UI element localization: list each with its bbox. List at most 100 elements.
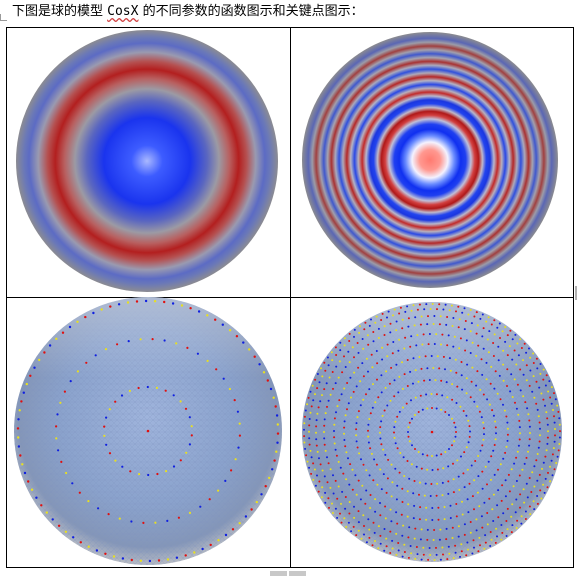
- keypoint-marker: [231, 528, 235, 531]
- keypoint-marker: [427, 343, 430, 346]
- keypoint-marker: [377, 396, 380, 399]
- keypoint-marker: [550, 386, 553, 389]
- keypoint-marker: [221, 323, 224, 326]
- keypoint-marker: [546, 436, 549, 439]
- keypoint-marker: [429, 308, 432, 310]
- keypoint-marker: [446, 396, 449, 399]
- keypoint-marker: [407, 556, 410, 559]
- keypoint-marker: [303, 415, 306, 418]
- keypoint-marker: [375, 350, 378, 352]
- keypoint-marker: [557, 449, 560, 452]
- keypoint-marker: [415, 344, 418, 347]
- keypoint-marker: [504, 479, 507, 482]
- keypoint-marker: [379, 534, 382, 537]
- keypoint-marker: [153, 300, 157, 303]
- keypoint-marker: [303, 435, 306, 438]
- keypoint-marker: [357, 510, 360, 513]
- keypoint-marker: [381, 414, 384, 417]
- keypoint-marker: [411, 444, 413, 447]
- keypoint-marker: [118, 517, 121, 520]
- keypoint-marker: [486, 523, 489, 526]
- keypoint-marker: [504, 326, 507, 328]
- keypoint-marker: [502, 379, 505, 382]
- keypoint-marker: [510, 531, 513, 534]
- keypoint-marker: [303, 422, 306, 425]
- keypoint-marker: [465, 392, 468, 395]
- keypoint-marker: [351, 468, 354, 471]
- keypoint-marker: [433, 343, 436, 345]
- keypoint-marker: [386, 404, 389, 407]
- keypoint-marker: [554, 398, 557, 401]
- keypoint-marker: [425, 303, 428, 306]
- keypoint-marker: [383, 528, 386, 530]
- keypoint-marker: [356, 446, 359, 449]
- keypoint-marker: [368, 418, 371, 420]
- keypoint-marker: [460, 550, 463, 553]
- keypoint-marker: [416, 553, 419, 556]
- keypoint-marker: [532, 500, 535, 503]
- keypoint-marker: [451, 417, 453, 420]
- figure-table: [6, 27, 574, 568]
- keypoint-marker: [415, 546, 418, 548]
- keypoint-marker: [509, 329, 512, 332]
- keypoint-marker: [264, 485, 267, 488]
- keypoint-marker: [553, 440, 556, 443]
- keypoint-marker: [68, 325, 72, 329]
- keypoint-marker: [405, 402, 408, 405]
- keypoint-marker: [355, 434, 358, 437]
- keypoint-marker: [395, 329, 398, 332]
- keypoint-marker: [35, 496, 38, 499]
- keypoint-marker: [379, 468, 382, 471]
- keypoint-marker: [359, 380, 362, 383]
- paragraph-corner-mark: [0, 14, 7, 21]
- keypoint-marker: [334, 479, 337, 482]
- keypoint-marker: [368, 528, 371, 531]
- keypoint-marker: [413, 480, 416, 482]
- keypoint-marker: [338, 399, 341, 402]
- keypoint-marker: [382, 473, 385, 476]
- keypoint-marker: [376, 362, 379, 365]
- keypoint-marker: [359, 325, 361, 328]
- keypoint-marker: [85, 361, 88, 364]
- keypoint-marker: [333, 417, 336, 420]
- keypoint-marker: [485, 320, 488, 323]
- keypoint-marker: [397, 542, 400, 544]
- keypoint-marker: [553, 421, 556, 424]
- keypoint-marker: [551, 474, 554, 477]
- keypoint-marker: [315, 438, 318, 441]
- keypoint-marker: [425, 393, 428, 396]
- keypoint-marker: [498, 374, 501, 377]
- keypoint-marker: [524, 510, 527, 513]
- keypoint-marker: [401, 318, 404, 321]
- keypoint-marker: [413, 537, 416, 540]
- keypoint-marker: [157, 559, 161, 562]
- keypoint-marker: [379, 437, 382, 440]
- keypoint-marker: [404, 336, 407, 339]
- keypoint-marker: [314, 484, 317, 487]
- keypoint-marker: [403, 373, 406, 376]
- keypoint-marker: [401, 501, 404, 503]
- keypoint-marker: [546, 442, 549, 445]
- keypoint-marker: [482, 427, 485, 430]
- keypoint-marker: [363, 533, 365, 536]
- keypoint-marker: [310, 405, 313, 408]
- keypoint-marker: [433, 559, 436, 561]
- keypoint-marker: [441, 494, 444, 497]
- keypoint-marker: [426, 528, 429, 531]
- keypoint-marker: [465, 377, 468, 380]
- keypoint-marker: [458, 318, 461, 321]
- side-scroll-marker[interactable]: [575, 286, 577, 300]
- keypoint-marker: [465, 414, 468, 417]
- keypoint-marker: [445, 538, 448, 541]
- keypoint-marker: [494, 541, 497, 544]
- keypoint-marker: [448, 414, 450, 416]
- keypoint-marker: [500, 538, 503, 541]
- keypoint-marker: [494, 420, 497, 423]
- keypoint-marker: [459, 337, 462, 340]
- image-resize-handle[interactable]: [270, 571, 306, 576]
- keypoint-marker: [514, 511, 517, 514]
- keypoint-marker: [394, 467, 397, 470]
- keypoint-marker: [166, 558, 170, 561]
- keypoint-marker: [387, 310, 390, 313]
- keypoint-marker: [519, 338, 522, 341]
